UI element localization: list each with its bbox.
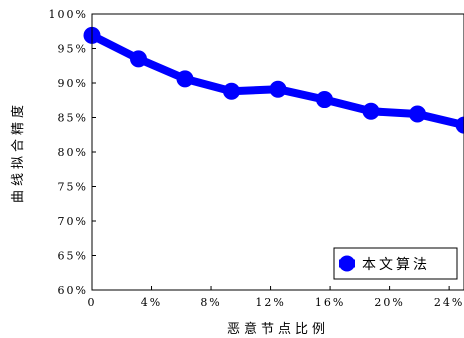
x-tick-label: 20%: [374, 296, 404, 309]
data-point: [409, 105, 426, 123]
legend-marker-icon: [339, 255, 355, 272]
data-point: [362, 102, 380, 120]
legend: 本文算法: [333, 247, 458, 280]
y-tick-label: 70%: [58, 215, 88, 228]
y-tick-label: 100%: [49, 8, 88, 21]
plot-frame: [91, 13, 464, 291]
y-tick-label: 80%: [58, 146, 88, 159]
y-tick-label: 60%: [58, 284, 88, 297]
tick-labels: 0 4% 8% 12% 16% 20% 24% 60% 65% 70% 75% 80% 85% 90% 95…: [49, 8, 464, 309]
y-axis-label: 曲线拟合精度: [10, 101, 26, 203]
series-layer: [83, 26, 464, 134]
y-tick-label: 75%: [58, 181, 88, 194]
data-point: [223, 82, 240, 100]
data-point: [316, 91, 333, 109]
legend-label: 本文算法: [362, 257, 430, 273]
series-line: [88, 31, 464, 130]
x-tick-label: 4%: [141, 296, 162, 309]
x-tick-label: 12%: [255, 296, 285, 309]
data-point: [269, 80, 287, 98]
x-tick-label: 8%: [200, 296, 221, 309]
x-tick-label: 0: [88, 296, 97, 309]
y-tick-label: 95%: [58, 43, 88, 56]
y-tick-label: 90%: [58, 77, 88, 90]
data-point: [130, 50, 147, 68]
x-tick-label: 16%: [315, 296, 345, 309]
axis-ticks: [91, 13, 450, 291]
x-tick-label: 24%: [434, 296, 464, 309]
data-point: [455, 116, 464, 134]
y-tick-label: 85%: [58, 112, 88, 125]
data-point: [176, 70, 194, 88]
x-axis-label: 恶意节点比例: [227, 321, 329, 337]
y-tick-label: 65%: [58, 250, 88, 263]
